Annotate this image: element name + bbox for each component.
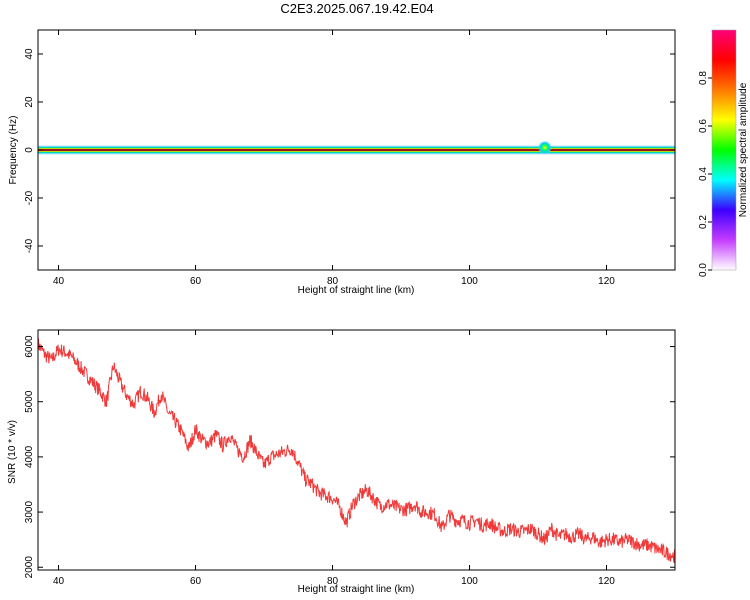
spectrogram-x-tick-label: 40	[53, 276, 65, 287]
colorbar-tick-label: 0.6	[698, 119, 709, 133]
snr-frame	[37, 329, 676, 571]
snr-y-ticks: 2000 3000 4000 5000 6000	[24, 335, 675, 578]
spectral-line-band	[38, 149, 675, 151]
snr-x-tick-label: 40	[53, 576, 65, 587]
snr-y-axis-label: SNR (10 * v/v)	[7, 420, 18, 484]
spectrogram-y-tick-label: 20	[24, 96, 35, 108]
spectrogram-x-tick-label: 120	[598, 276, 615, 287]
colorbar-tick-label: 0.2	[698, 215, 709, 229]
snr-x-tick-label: 80	[327, 576, 339, 587]
colorbar-ticks: 0.0 0.2 0.4 0.6 0.8	[698, 71, 712, 277]
colorbar-tick-label: 0.4	[698, 167, 709, 181]
spectrogram-y-tick-label: -40	[24, 238, 35, 253]
spectrogram-x-tick-label: 100	[461, 276, 478, 287]
spectrogram-marks	[38, 140, 675, 155]
spectrogram-y-tick-label: -20	[24, 190, 35, 205]
figure-title: C2E3.2025.067.19.42.E04	[280, 1, 433, 16]
spectrogram-y-tick-label: 40	[24, 48, 35, 60]
snr-x-tick-label: 60	[190, 576, 202, 587]
snr-x-ticks: 40 60 80 100 120	[53, 330, 615, 587]
spectrogram-x-ticks: 40 60 80 100 120	[53, 30, 615, 287]
snr-y-tick-label: 6000	[24, 335, 35, 358]
snr-y-tick-label: 3000	[24, 501, 35, 524]
colorbar-tick-label: 0.8	[698, 71, 709, 85]
spectrogram-x-axis-label: Height of straight line (km)	[298, 285, 415, 296]
spectrogram-panel: 40 60 80 100 120 -40 -20 0 20 40 Height of strai…	[8, 29, 676, 296]
colorbar-tick-label: 0.0	[698, 263, 709, 277]
spectrogram-y-tick-label: 0	[24, 147, 35, 153]
snr-y-tick-label: 4000	[24, 445, 35, 468]
snr-background	[38, 330, 675, 570]
colorbar-fill	[712, 30, 736, 270]
spectrogram-x-tick-label: 80	[327, 276, 339, 287]
spectrogram-y-ticks: -40 -20 0 20 40	[24, 48, 675, 253]
snr-x-tick-label: 100	[461, 576, 478, 587]
colorbar: 0.0 0.2 0.4 0.6 0.8 Normalized spectral ampl…	[698, 29, 749, 277]
spectrogram-x-tick-label: 60	[190, 276, 202, 287]
spectral-bright-spot	[537, 140, 552, 155]
spectrogram-y-axis-label: Frequency (Hz)	[8, 116, 19, 185]
snr-series-line	[38, 338, 675, 563]
snr-x-tick-label: 120	[598, 576, 615, 587]
colorbar-frame	[711, 29, 737, 271]
snr-y-tick-label: 5000	[24, 390, 35, 413]
snr-x-axis-label: Height of straight line (km)	[298, 584, 415, 595]
snr-panel: 40 60 80 100 120 2000 3000 4000 5000 6000 Height…	[7, 329, 676, 595]
colorbar-label: Normalized spectral amplitude	[738, 82, 749, 217]
snr-series-marks	[38, 338, 675, 563]
snr-y-tick-label: 2000	[24, 556, 35, 579]
